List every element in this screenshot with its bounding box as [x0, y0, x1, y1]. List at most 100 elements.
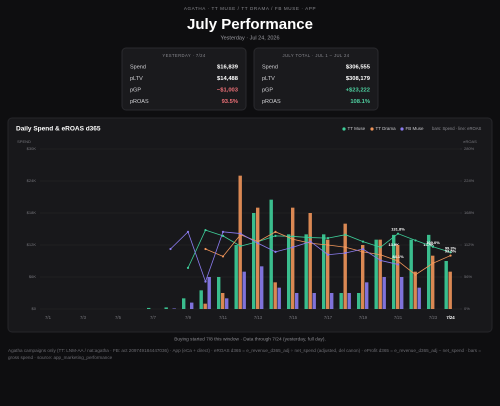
spend-bar [347, 293, 351, 309]
eroas-point [361, 247, 365, 251]
eroas-point [379, 253, 382, 256]
eroas-point [414, 273, 417, 276]
eroas-point [204, 247, 207, 251]
card-row-label: pLTV [130, 76, 143, 82]
eroas-point [449, 251, 452, 254]
y2-tick-label: 56% [464, 274, 472, 279]
eroas-point [431, 245, 435, 248]
y-tick-label: $24K [27, 178, 37, 183]
x-tick-label: 7/3 [80, 315, 87, 320]
spend-bar [295, 293, 299, 309]
x-tick-label: 7/1 [45, 315, 52, 320]
x-tick-label: 7/5 [115, 315, 122, 320]
spend-bar [207, 277, 211, 309]
spend-bar [312, 293, 316, 309]
spend-bar [444, 261, 448, 309]
eroas-point [396, 263, 400, 266]
spend-bar [374, 239, 378, 309]
card-row-label: pGP [262, 87, 273, 93]
eroas-point [239, 245, 242, 248]
spend-bar [400, 277, 404, 309]
x-tick-label: 7/13 [254, 315, 263, 320]
x-tick-label: 7/17 [324, 315, 333, 320]
x-tick-label: 7/7 [150, 315, 157, 320]
eroas-point [186, 266, 190, 269]
spend-bar [343, 223, 347, 309]
eroas-point [396, 259, 400, 263]
spend-bar [277, 287, 281, 309]
spend-bar [365, 282, 369, 309]
legend-label: TT Muse [348, 126, 366, 131]
spend-bar [242, 271, 246, 309]
spend-bar [409, 239, 413, 309]
y-tick-label: $0 [32, 306, 37, 311]
spend-bar [260, 266, 264, 309]
card-row-value: 93.5% [222, 99, 238, 105]
eroas-point [431, 262, 435, 265]
card-title: YESTERDAY · 7/24 [162, 53, 206, 58]
spend-bar [361, 245, 365, 309]
y2-tick-label: 224% [464, 178, 475, 183]
eroas-point [291, 246, 295, 249]
spend-bar [256, 207, 260, 309]
spend-bar [269, 199, 273, 309]
y-tick-label: $6K [29, 274, 36, 279]
subtitle: Yesterday · Jul 24, 2026 [220, 35, 279, 41]
eroas-point [186, 230, 190, 233]
card-row-value: 108.1% [350, 99, 370, 105]
spend-bar [225, 298, 229, 309]
y2-axis-label: eROAS [463, 139, 477, 144]
eroas-point [326, 253, 330, 256]
eroas-value-label: 131.8% [391, 227, 405, 232]
spend-bar [382, 277, 386, 309]
legend-note: bars: Spend · line: eROAS [432, 126, 482, 131]
eroas-point [256, 240, 260, 243]
spend-bar [322, 234, 326, 309]
eroas-value-label: 93.5% [445, 249, 457, 254]
y-tick-label: $18K [27, 210, 37, 215]
eroas-point [274, 234, 277, 237]
eroas-line [170, 231, 399, 283]
y-axis-label: SPEND [17, 139, 31, 144]
card-row-value: $308,179 [346, 76, 371, 82]
spend-bar [291, 207, 295, 309]
card-row-value: $14,488 [217, 76, 239, 82]
spend-bar [326, 239, 330, 309]
card-row-label: Spend [130, 64, 146, 70]
eroas-value-label: 109.0% [426, 240, 440, 245]
spend-bar [330, 293, 334, 309]
spend-bar [217, 277, 221, 309]
eroas-point [291, 238, 295, 241]
card-row-label: pLTV [262, 76, 275, 82]
y-tick-label: $30K [27, 146, 37, 151]
card-row-value: +$23,222 [346, 88, 370, 94]
eroas-point [344, 251, 347, 255]
eroas-point [204, 229, 207, 232]
spend-bar [203, 303, 207, 309]
spend-bar [190, 302, 194, 309]
card-row-label: pGP [130, 87, 141, 93]
spend-bar [413, 271, 417, 309]
spend-bar [431, 255, 435, 309]
spend-bar [417, 287, 421, 309]
chart-panel [7, 117, 493, 333]
spend-bar [182, 298, 186, 309]
spend-bar [357, 293, 361, 309]
eroas-point [361, 250, 365, 253]
eroas-point [309, 236, 312, 239]
x-tick-label: 7/23 [429, 315, 438, 320]
y2-tick-label: 168% [464, 210, 475, 215]
spend-bar [378, 239, 382, 309]
bar-value-label: 13.9K [423, 242, 434, 247]
spend-bar [273, 282, 277, 309]
eroas-point [379, 259, 382, 262]
x-tick-label: 7/11 [219, 315, 228, 320]
spend-bar [147, 307, 151, 309]
card-row-value: $16,839 [217, 65, 239, 71]
eyebrow: AGATHA · TT MUSE / TT DRAMA / FB MUSE · … [184, 6, 316, 11]
eroas-point [344, 233, 347, 236]
card-row-value: −$1,003 [217, 88, 239, 94]
eroas-point [221, 230, 225, 233]
y2-tick-label: 280% [464, 146, 475, 151]
